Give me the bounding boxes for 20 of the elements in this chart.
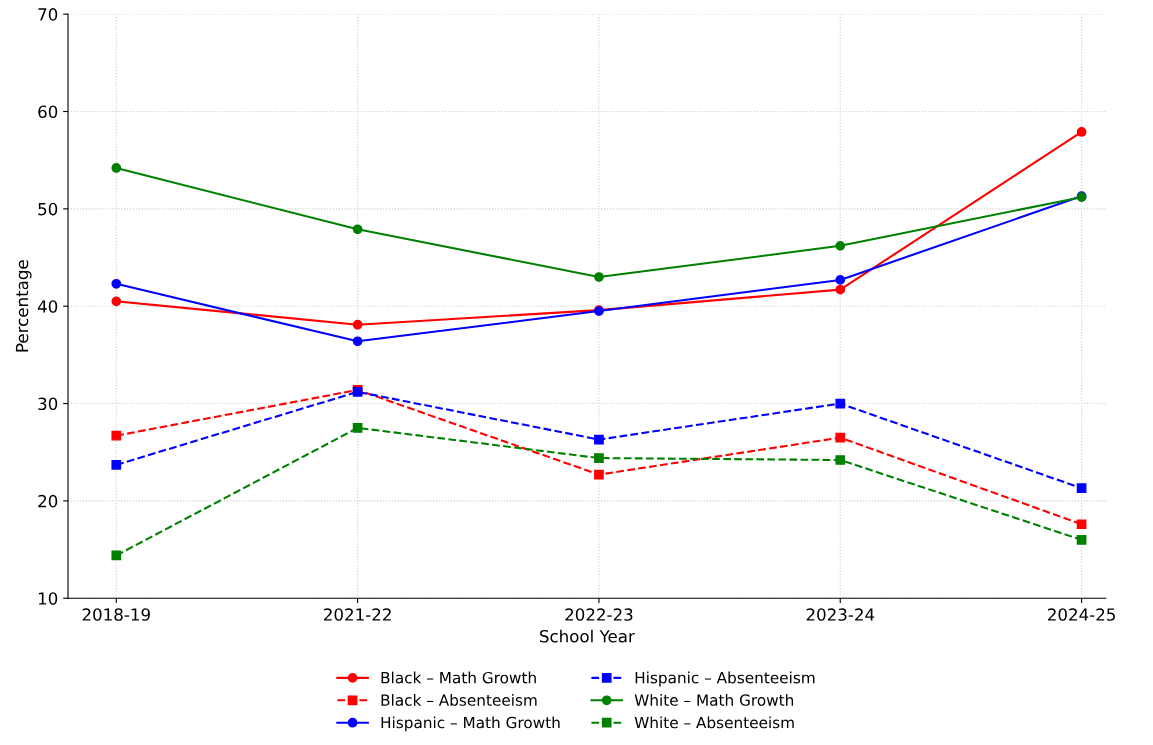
y-tick-label: 40 [37,300,58,313]
x-tick-label: 2018-19 [82,608,150,621]
legend-label: Black – Math Growth [381,671,536,684]
y-tick-label: 60 [38,105,58,119]
y-tick-label: 10 [38,592,58,605]
legend-label: White – Absenteeism [634,716,794,729]
x-tick-label: 2022-23 [565,608,633,621]
legend-label: Hispanic – Math Growth [381,716,560,732]
x-tick-label: 2023-24 [806,608,875,621]
y-tick-label: 50 [38,202,58,216]
y-tick-label: 70 [38,8,58,21]
x-axis-title: School Year [540,629,635,643]
x-tick-label: 2024-25 [1048,608,1115,621]
y-tick-label: 20 [38,494,58,508]
legend-label: Black – Absenteeism [381,694,537,706]
legend-label: Hispanic – Absenteeism [635,671,815,687]
y-tick-label: 30 [38,397,58,411]
legend-label: White – Math Growth [634,694,794,706]
x-tick-label: 2021-22 [324,608,391,621]
y-axis-title: Percentage [15,260,32,352]
